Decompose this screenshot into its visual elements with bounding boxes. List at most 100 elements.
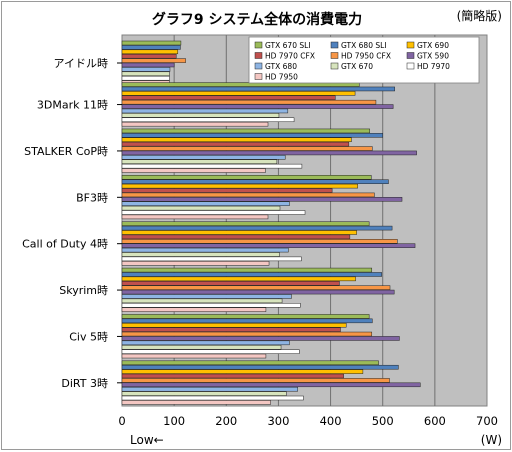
bar [121, 128, 370, 134]
bar [121, 113, 280, 118]
bar [121, 67, 171, 72]
x-tick-label: 600 [424, 414, 446, 428]
bar [121, 188, 333, 193]
x-tick-label: 200 [215, 414, 237, 428]
bar [121, 400, 271, 405]
legend-label: GTX 680 SLI [341, 41, 387, 50]
legend: GTX 670 SLI GTX 680 SLI GTX 690 HD 7970 CFX… [248, 36, 480, 84]
bar [121, 247, 289, 253]
legend-swatch [330, 52, 339, 59]
bar [121, 137, 352, 142]
bar [121, 95, 336, 101]
bar [121, 344, 282, 350]
bar [121, 53, 177, 59]
bar [121, 281, 340, 286]
category-label: STALKER CoP時 [24, 145, 108, 158]
bar [121, 183, 358, 189]
legend-box [248, 36, 480, 84]
legend-swatch [406, 62, 415, 70]
bar [121, 168, 266, 173]
bar [121, 197, 403, 202]
legend-swatch [254, 41, 263, 49]
category-label: 3DMark 11時 [37, 99, 108, 112]
bar [121, 327, 341, 332]
x-tick-label: 500 [372, 414, 394, 428]
category-label: BF3時 [76, 191, 108, 204]
plot-area [121, 34, 488, 407]
bar [121, 62, 175, 68]
legend-label: HD 7950 [265, 73, 298, 82]
bar [121, 272, 382, 277]
bar [121, 294, 292, 299]
bar [121, 45, 181, 50]
bar [121, 318, 373, 324]
bar [121, 276, 356, 282]
bar [121, 349, 300, 354]
bar [121, 133, 383, 138]
x-tick-label: 0 [118, 414, 125, 428]
bar [121, 307, 267, 312]
bar [121, 378, 390, 383]
x-tick-label: 700 [476, 414, 498, 428]
legend-swatch [254, 62, 263, 70]
bar [121, 298, 283, 304]
bar [121, 155, 286, 160]
bar [121, 159, 278, 164]
bar [121, 82, 360, 87]
bar [121, 395, 304, 401]
bar [121, 386, 298, 392]
bar [121, 360, 379, 366]
bar [121, 175, 372, 180]
bar [121, 391, 287, 396]
bar [121, 86, 395, 92]
bar [121, 108, 289, 114]
bar [121, 373, 344, 379]
bar [121, 267, 373, 273]
bar [121, 353, 267, 359]
bar [121, 303, 301, 308]
x-tick-label: 300 [267, 414, 289, 428]
bar [121, 121, 269, 127]
category-label: Skyrim時 [59, 284, 108, 297]
bar [121, 221, 370, 226]
legend-swatch [330, 62, 339, 70]
bar [121, 230, 357, 235]
bar [121, 234, 351, 240]
bar [121, 150, 417, 156]
bar [121, 210, 306, 215]
bar [121, 163, 303, 169]
legend-label: GTX 590 [417, 52, 449, 61]
legend-label: HD 7970 [417, 62, 450, 71]
legend-swatch [330, 41, 339, 49]
bar [121, 75, 170, 81]
bar [121, 331, 373, 337]
x-tick-labels: 0 100 200 300 400 500 600 700 [118, 414, 498, 428]
bar [121, 369, 364, 374]
bar [121, 146, 373, 151]
bar [121, 239, 398, 244]
bar [121, 261, 270, 266]
bar [121, 340, 290, 346]
chart-title: グラフ9 システム全体の消費電力 [152, 11, 362, 28]
bar [121, 91, 356, 96]
category-label: DiRT 3時 [61, 377, 108, 390]
x-axis-label: (W) [481, 433, 502, 447]
bar [121, 214, 269, 220]
bar [121, 314, 370, 319]
legend-label: GTX 680 [265, 62, 297, 71]
bar [121, 117, 295, 123]
bar [121, 192, 375, 198]
legend-swatch [254, 52, 263, 59]
legend-label: GTX 670 [341, 62, 373, 71]
bar [121, 336, 400, 341]
bar [121, 382, 421, 388]
bar [121, 58, 186, 63]
legend-swatch [406, 52, 415, 59]
category-label: アイドル時 [54, 57, 108, 70]
bar [121, 99, 377, 105]
bar [121, 49, 179, 55]
bar [121, 289, 395, 295]
category-labels: アイドル時 3DMark 11時 STALKER CoP時 BF3時 Call of D… [22, 57, 122, 390]
legend-label: HD 7970 CFX [265, 52, 315, 61]
